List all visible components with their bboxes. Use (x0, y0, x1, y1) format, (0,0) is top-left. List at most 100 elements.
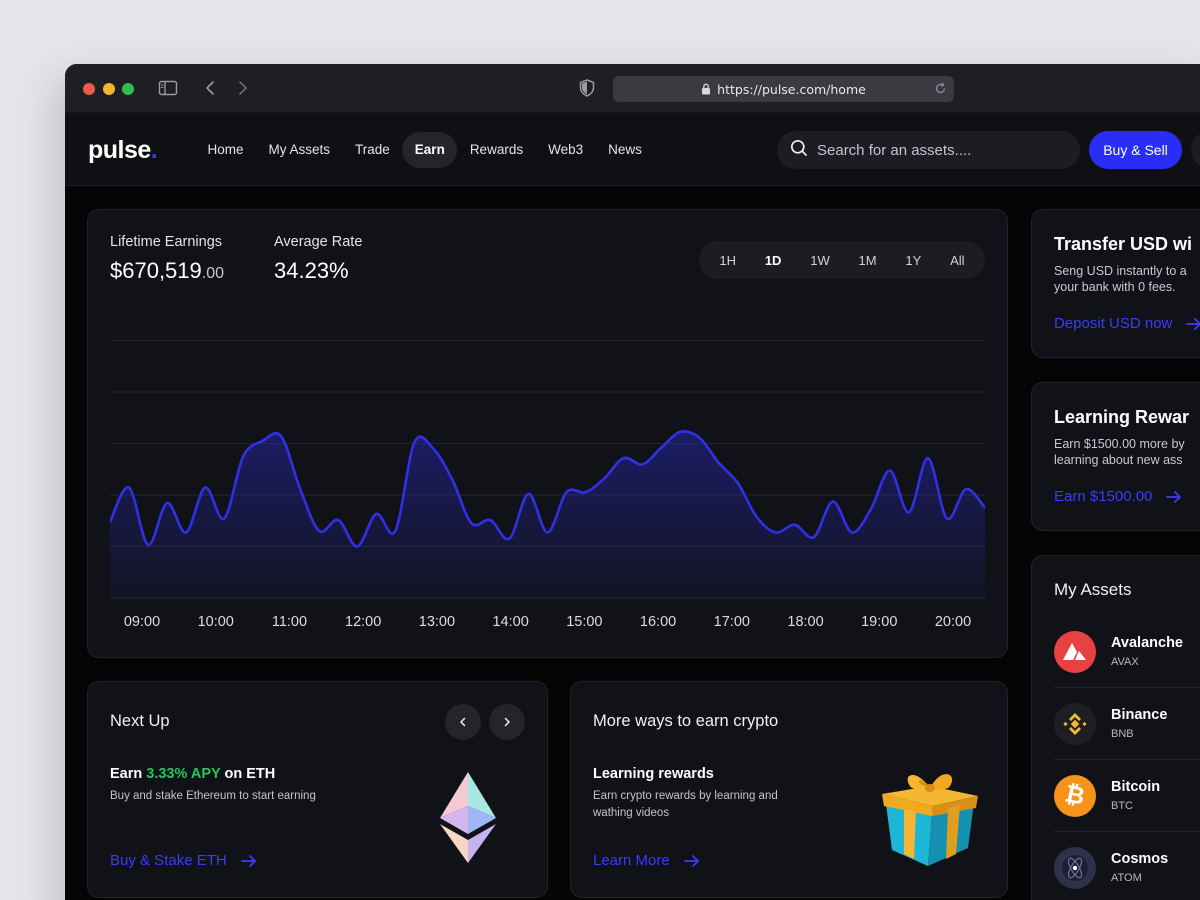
next-up-title: Next Up (110, 712, 170, 730)
header-extra-button[interactable] (1191, 131, 1200, 169)
chart-line (110, 430, 985, 548)
transfer-usd-card: Transfer USD wi Seng USD instantly to a … (1031, 209, 1200, 358)
x-tick-label: 20:00 (934, 614, 972, 630)
time-range-tabs: 1H 1D 1W 1M 1Y All (699, 241, 985, 279)
lifetime-earnings-cents: .00 (201, 265, 225, 282)
minimize-window-button[interactable] (103, 83, 115, 95)
lifetime-earnings-value: $670,519.00 (110, 258, 224, 284)
reload-icon[interactable] (934, 82, 947, 98)
x-tick-label: 18:00 (787, 614, 824, 630)
gift-box-illustration-icon (882, 774, 978, 866)
learn-more-link[interactable]: Learn More (593, 852, 700, 869)
address-bar[interactable]: https://pulse.com/home (613, 76, 954, 102)
learn-more-label: Learn More (593, 852, 670, 869)
range-tab-1y[interactable]: 1Y (905, 252, 922, 268)
learning-rewards-description: Earn crypto rewards by learning and wath… (593, 790, 778, 819)
asset-info: Avalanche AVAX (1111, 635, 1183, 668)
chart-x-axis: 09:00 10:00 11:00 12:00 13:00 14:00 15:00 16:00… (110, 614, 985, 634)
nav-home[interactable]: Home (207, 142, 244, 157)
nav-rewards[interactable]: Rewards (469, 142, 524, 157)
eth-promo-heading: Earn 3.33% APY on ETH (110, 766, 275, 782)
earnings-area-chart (110, 340, 985, 600)
ethereum-illustration-icon (440, 772, 496, 863)
pulse-logo[interactable]: pulse. (88, 136, 158, 165)
main-nav: Home My Assets Trade Earn Rewards Web3 N… (195, 132, 654, 168)
previous-button[interactable] (445, 704, 481, 740)
range-tab-all[interactable]: All (950, 252, 965, 268)
x-tick-label: 14:00 (492, 614, 529, 630)
asset-ticker: ATOM (1111, 872, 1142, 884)
asset-row-binance[interactable]: Binance BNB (1054, 688, 1200, 760)
arrow-right-icon (240, 854, 256, 867)
asset-row-bitcoin[interactable]: ₿ Bitcoin BTC (1054, 760, 1200, 832)
apy-highlight: 3.33% APY (146, 766, 221, 782)
asset-name: Bitcoin (1111, 779, 1161, 795)
x-tick-label: 09:00 (123, 614, 161, 630)
deposit-usd-link[interactable]: Deposit USD now (1054, 315, 1200, 332)
x-tick-label: 16:00 (639, 614, 677, 630)
logo-text: pulse (88, 136, 151, 164)
range-tab-1h[interactable]: 1H (719, 252, 737, 268)
buy-stake-eth-label: Buy & Stake ETH (110, 852, 227, 869)
asset-list: Avalanche AVAX Binance BNB ₿ (1054, 616, 1200, 900)
chevron-right-icon (504, 717, 510, 727)
range-tab-1w[interactable]: 1W (810, 252, 830, 268)
lock-icon (701, 83, 711, 95)
arrow-right-icon (683, 854, 699, 867)
shield-icon[interactable] (579, 79, 595, 101)
forward-icon[interactable] (232, 78, 252, 102)
range-tab-1m[interactable]: 1M (858, 252, 877, 268)
earnings-chart-card: Lifetime Earnings $670,519.00 Average Ra… (87, 209, 1008, 658)
main-content: Lifetime Earnings $670,519.00 Average Ra… (65, 186, 1200, 900)
logo-dot: . (150, 136, 158, 164)
buy-sell-button[interactable]: Buy & Sell (1089, 131, 1182, 169)
x-tick-label: 10:00 (197, 614, 234, 630)
nav-web3[interactable]: Web3 (548, 142, 584, 157)
asset-name: Binance (1111, 707, 1168, 723)
my-assets-title: My Assets (1054, 580, 1132, 599)
transfer-title: Transfer USD wi (1054, 234, 1193, 254)
chart-area (110, 431, 985, 600)
x-tick-label: 11:00 (271, 614, 308, 630)
close-window-button[interactable] (83, 83, 95, 95)
asset-row-avalanche[interactable]: Avalanche AVAX (1054, 616, 1200, 688)
maximize-window-button[interactable] (122, 83, 134, 95)
nav-trade[interactable]: Trade (355, 142, 390, 157)
app-header: pulse. Home My Assets Trade Earn Rewards… (65, 113, 1200, 186)
arrow-right-icon (1166, 490, 1182, 503)
browser-window: https://pulse.com/home pulse. Home My As… (65, 64, 1200, 900)
back-icon[interactable] (201, 78, 221, 102)
average-rate-stat: Average Rate 34.23% (274, 234, 362, 284)
asset-name: Cosmos (1111, 851, 1169, 867)
asset-row-cosmos[interactable]: Cosmos ATOM (1054, 832, 1200, 900)
x-tick-label: 19:00 (861, 614, 898, 630)
buy-stake-eth-link[interactable]: Buy & Stake ETH (110, 852, 257, 869)
asset-name: Avalanche (1111, 635, 1183, 651)
browser-chrome: https://pulse.com/home (65, 64, 1200, 113)
x-tick-label: 17:00 (713, 614, 750, 630)
x-tick-label: 12:00 (345, 614, 382, 630)
search-bar[interactable] (777, 131, 1080, 169)
average-rate-label: Average Rate (274, 234, 363, 250)
sidebar-toggle-icon[interactable] (158, 78, 178, 102)
asset-info: Cosmos ATOM (1111, 851, 1168, 884)
learning-rewards-card: Learning Rewar Earn $1500.00 more by lea… (1031, 382, 1200, 531)
asset-ticker: AVAX (1111, 656, 1139, 668)
next-button[interactable] (489, 704, 525, 740)
nav-earn[interactable]: Earn (402, 132, 458, 168)
nav-my-assets[interactable]: My Assets (268, 142, 331, 157)
asset-info: Bitcoin BTC (1111, 779, 1160, 812)
url-text: https://pulse.com/home (717, 81, 866, 97)
transfer-description: Seng USD instantly to a your bank with 0… (1054, 264, 1187, 294)
range-tab-1d[interactable]: 1D (764, 252, 782, 268)
deposit-usd-label: Deposit USD now (1054, 315, 1173, 332)
nav-news[interactable]: News (608, 142, 642, 157)
arrow-right-icon (1186, 317, 1200, 330)
average-rate-value: 34.23% (274, 258, 349, 283)
avalanche-icon (1054, 630, 1096, 673)
search-input[interactable] (817, 141, 1057, 159)
bitcoin-icon: ₿ (1054, 774, 1096, 817)
search-icon (790, 139, 808, 161)
learning-title: Learning Rewar (1054, 407, 1190, 427)
earn-1500-link[interactable]: Earn $1500.00 (1054, 488, 1182, 505)
